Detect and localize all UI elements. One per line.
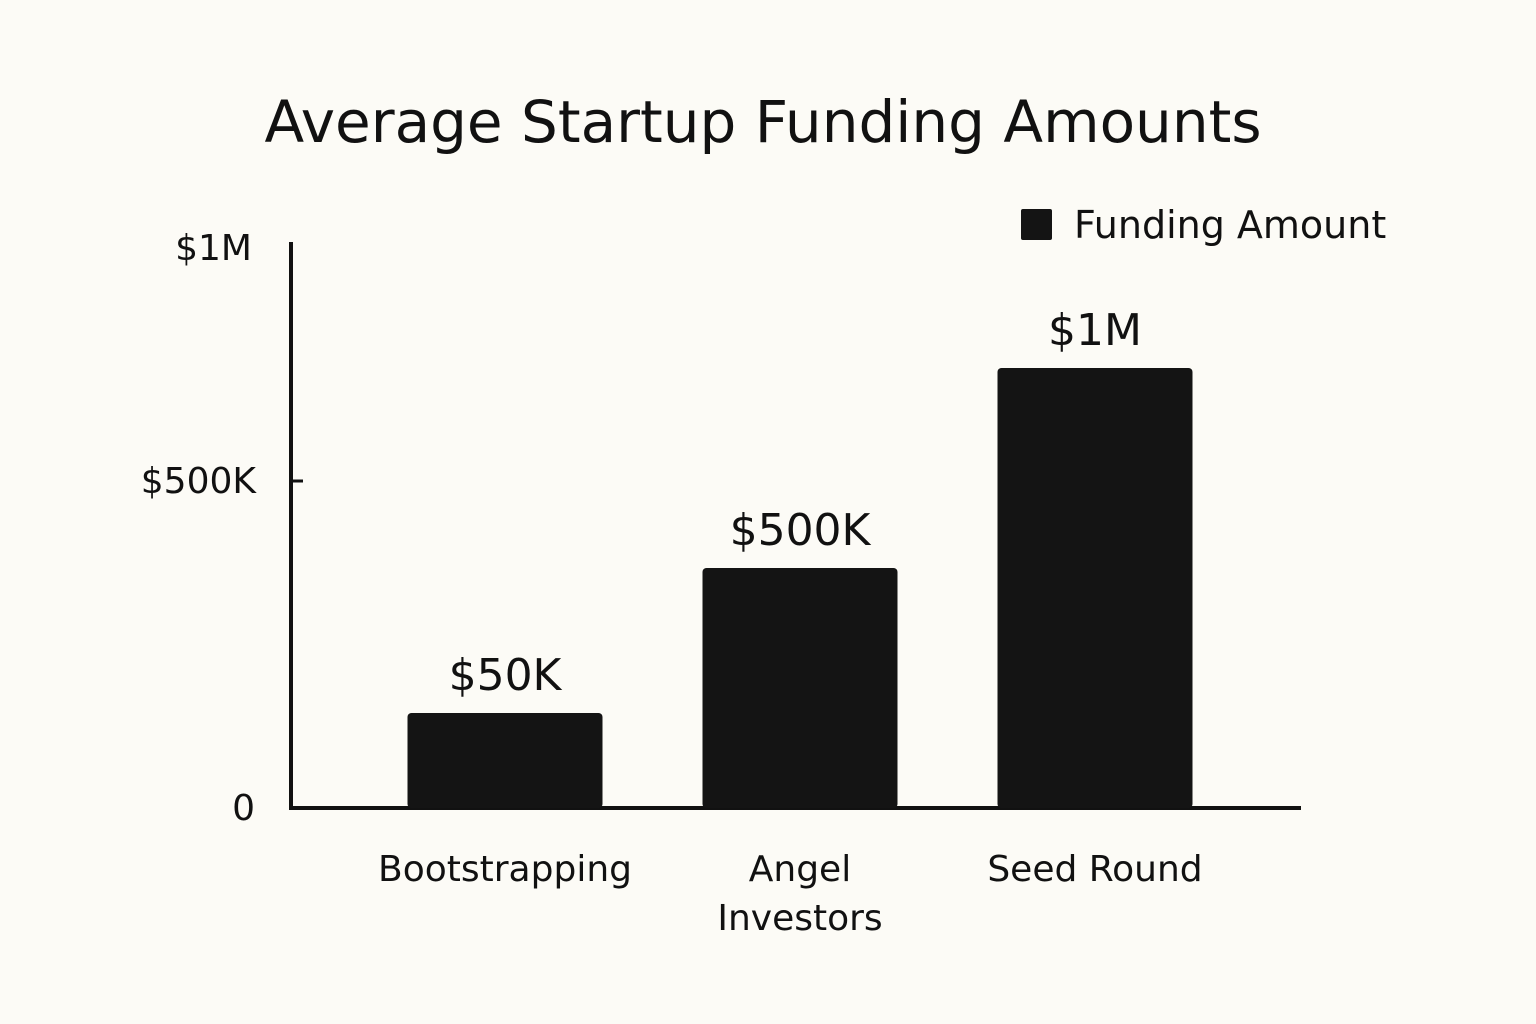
bar-value-label: $500K [730, 505, 872, 556]
bar-bootstrapping [407, 713, 603, 808]
y-tick-label: 0 [232, 788, 255, 829]
category-labels: Bootstrapping Angel Investors Seed Round [378, 849, 1203, 939]
y-tick-label: $1M [175, 228, 252, 269]
bar-value-label: $50K [449, 650, 563, 701]
x-category-label: Seed Round [987, 849, 1202, 890]
bar-value-label: $1M [1048, 305, 1142, 356]
bar-angel-investors [702, 568, 898, 808]
x-category-label: Angel Investors [717, 849, 882, 939]
y-tick-label: $500K [141, 461, 258, 502]
chart-title: Average Startup Funding Amounts [264, 88, 1261, 156]
bars [407, 368, 1193, 808]
legend: Funding Amount [1021, 203, 1386, 247]
bar-seed-round [997, 368, 1193, 808]
legend-label: Funding Amount [1074, 203, 1386, 247]
legend-swatch [1021, 209, 1052, 240]
y-ticks: 0 $500K $1M [141, 228, 303, 829]
value-labels: $50K $500K $1M [449, 305, 1142, 701]
x-category-label: Bootstrapping [378, 849, 632, 890]
